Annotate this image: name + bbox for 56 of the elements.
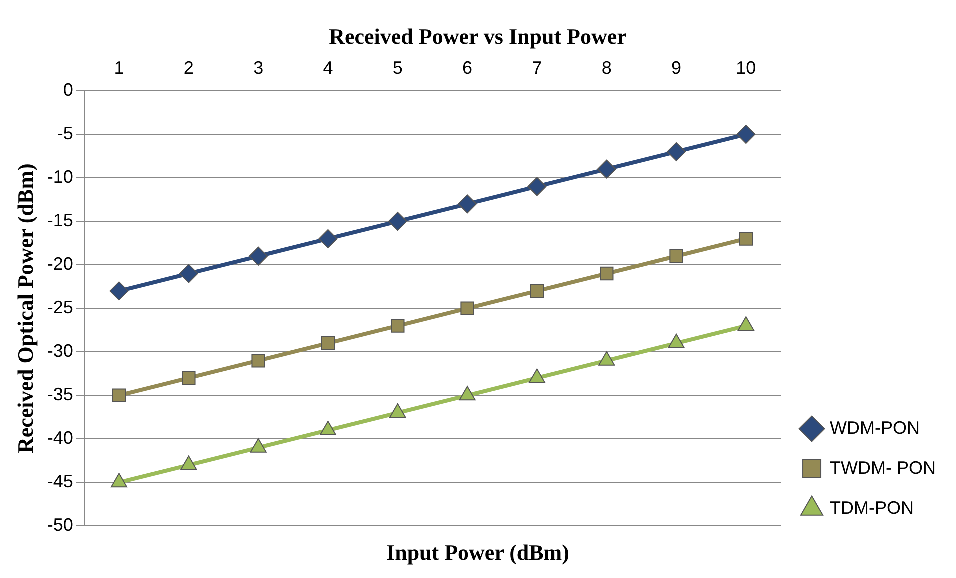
x-tick-label: 10 [736,58,756,78]
y-tick-label: -35 [47,384,74,405]
y-tick-label: -30 [47,341,74,362]
point [391,319,405,333]
y-tick-label: -40 [47,428,74,448]
x-tick-label: 2 [184,58,194,78]
point [388,212,408,232]
y-tick-label: -25 [47,298,74,318]
x-tick-label: 3 [254,58,264,78]
x-tick-label: 7 [532,58,542,78]
legend-label: TWDM- PON [830,458,936,478]
point [110,282,129,301]
point [318,229,338,248]
x-tick-label: 8 [602,58,612,78]
point [739,232,754,246]
y-tick-label: -5 [57,123,74,144]
point [528,368,546,384]
legend-label: WDM-PON [830,418,920,438]
x-axis-title: Input Power (dBm) [386,540,570,566]
x-tick-label: 1 [114,58,124,78]
point [321,336,336,350]
point [597,160,616,179]
point [738,316,754,332]
point [459,386,476,401]
point [668,334,685,348]
x-tick-label: 9 [672,58,682,78]
point [598,351,616,366]
point [252,354,266,368]
point [460,302,474,316]
x-tick-label: 6 [462,58,473,78]
point [250,438,267,453]
y-tick-label: 0 [63,80,74,100]
y-tick-label: -15 [47,210,74,231]
point [667,142,686,162]
chart-title: Received Power vs Input Power [329,24,628,49]
point [179,264,198,284]
point [110,473,128,488]
point [182,371,196,386]
point [530,284,544,298]
x-tick-label: 5 [392,58,403,78]
point [180,456,198,470]
x-tick-label: 4 [323,58,334,78]
point [320,420,337,436]
point [458,194,478,214]
y-tick-label: -10 [47,167,74,188]
y-axis-title: Received Optical Power (dBm) [12,164,38,454]
point [600,266,614,281]
point [249,246,268,266]
y-tick-label: -50 [47,515,74,536]
point [390,404,406,418]
y-tick-label: -20 [47,254,74,274]
point [736,125,756,144]
point [670,250,684,264]
point [528,177,547,196]
legend-label: TDM-PON [830,498,914,518]
y-tick-label: -45 [47,472,74,492]
